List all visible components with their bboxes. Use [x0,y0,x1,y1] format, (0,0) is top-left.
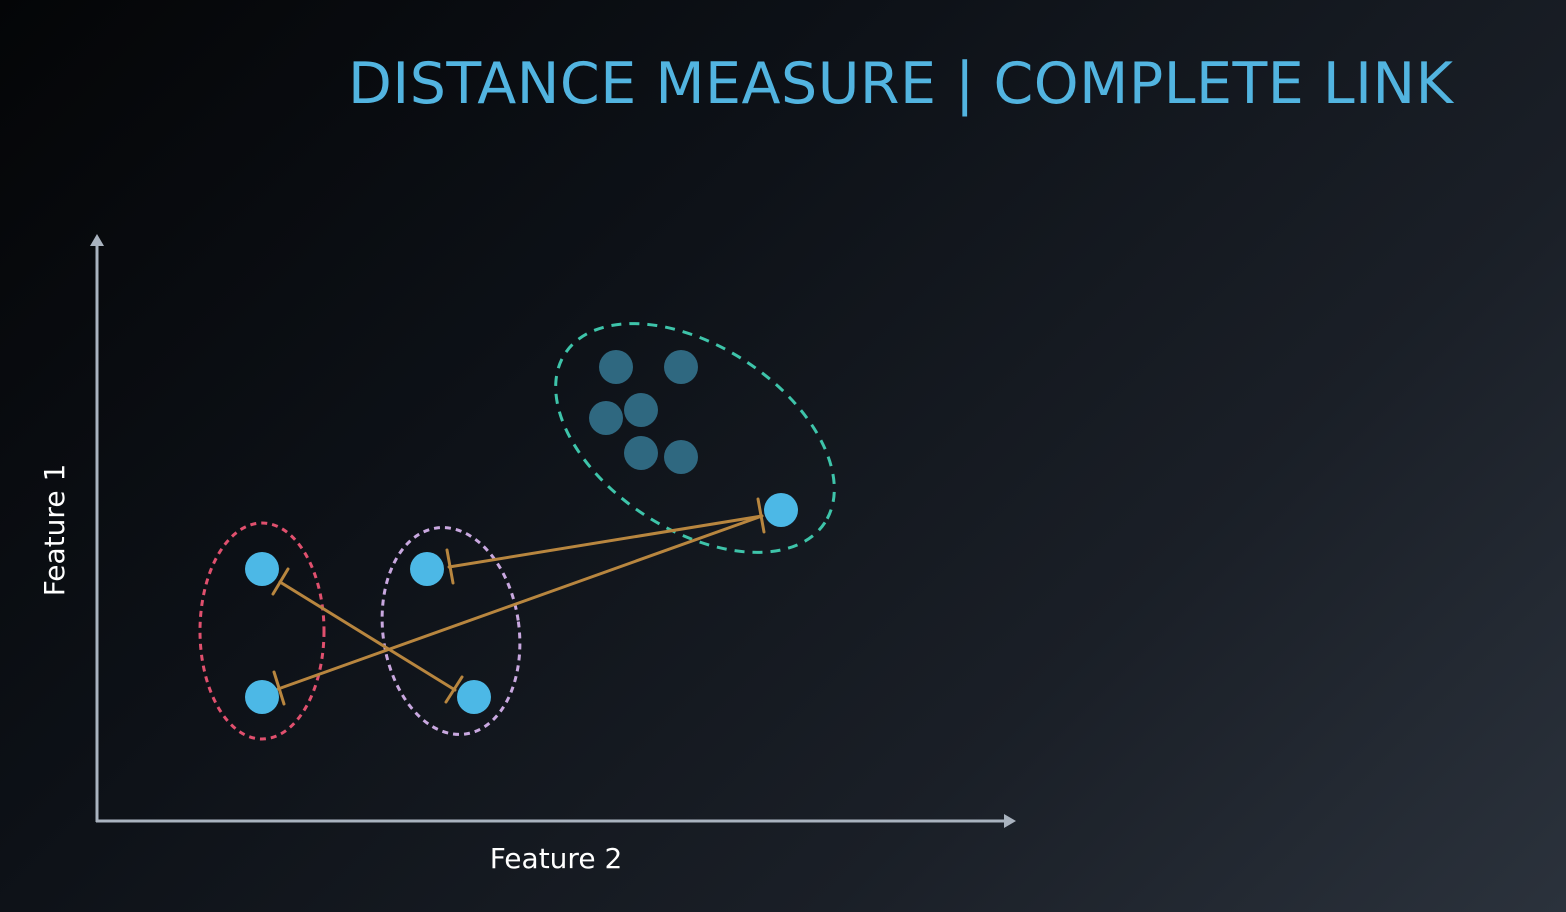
point-teal-cluster [664,350,698,384]
cluster-outlines [198,322,836,741]
link-end-tick [272,670,286,706]
point-teal-cluster [599,350,633,384]
link-end-tick [271,567,290,596]
link-end-tick [445,548,455,585]
point-purple-bottom [457,680,491,714]
point-teal-cluster [624,436,658,470]
point-purple-top [410,552,444,586]
axes [90,234,1016,828]
link-red-top-to-purple-bottom [278,580,457,692]
point-teal-cluster [589,401,623,435]
y-axis-arrow-icon [90,234,104,246]
cluster-purple-outline [380,526,522,736]
link-end-tick [444,675,464,704]
point-teal-cluster [624,393,658,427]
point-red-bottom [245,680,279,714]
cluster-red-outline [198,521,326,741]
link-red-bottom-to-teal-point [276,514,764,691]
x-axis-label: Feature 2 [490,842,623,875]
data-points [245,350,798,714]
point-red-top [245,552,279,586]
point-teal-highlight [764,493,798,527]
link-purple-top-to-teal-point [447,514,764,569]
x-axis-arrow-icon [1004,814,1016,828]
cluster-teal-outline [554,322,836,554]
point-teal-cluster [664,440,698,474]
link-end-tick [756,497,766,534]
page-title: DISTANCE MEASURE | COMPLETE LINK [348,51,1454,117]
y-axis-label: Feature 1 [38,464,71,597]
link-lines [271,497,766,706]
